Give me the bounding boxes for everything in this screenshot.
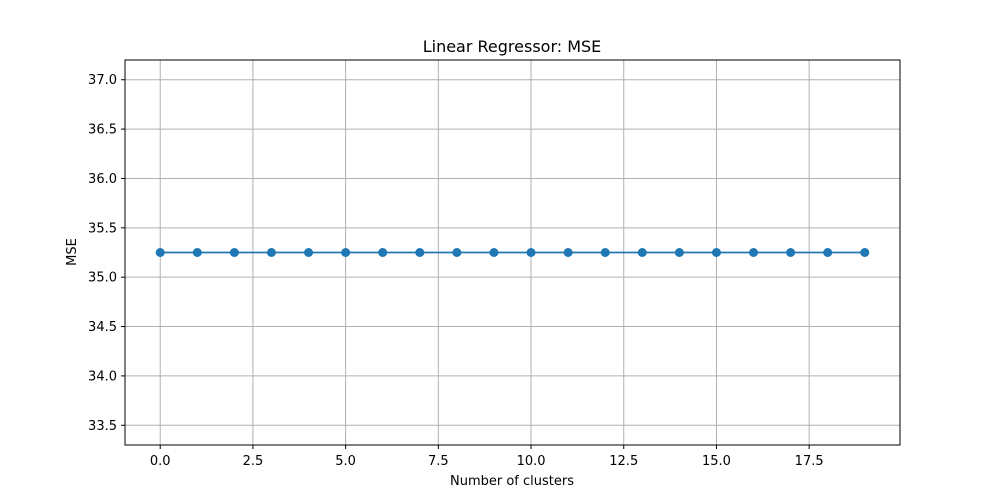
data-point	[600, 248, 610, 257]
x-tick-label: 15.0	[702, 454, 731, 469]
data-point	[192, 248, 202, 257]
data-point	[378, 248, 388, 257]
x-tick-label: 17.5	[795, 454, 824, 469]
data-point	[155, 248, 165, 257]
data-point	[341, 248, 351, 257]
data-point	[266, 248, 276, 257]
y-tick-label: 37.0	[88, 73, 117, 88]
data-point	[749, 248, 759, 257]
data-point	[860, 248, 870, 257]
data-point	[489, 248, 499, 257]
plot-frame	[124, 59, 901, 446]
data-point	[563, 248, 573, 257]
data-point	[304, 248, 314, 257]
y-axis-label: MSE	[65, 238, 80, 266]
series-group	[155, 248, 870, 257]
chart-title: Linear Regressor: MSE	[423, 37, 602, 56]
grid	[125, 60, 900, 445]
axis-ticks: 0.0 2.5 5.0 7.5 10.0 12.5 15.0 17.5 33.5 34.0 34.5…	[88, 73, 824, 469]
data-point	[786, 248, 796, 257]
data-point	[415, 248, 425, 257]
data-point	[637, 248, 647, 257]
x-axis-label: Number of clusters	[450, 474, 574, 489]
x-tick-label: 7.5	[428, 454, 449, 469]
y-tick-label: 36.0	[88, 172, 117, 187]
y-tick-label: 33.5	[88, 419, 117, 434]
data-point	[674, 248, 684, 257]
data-point	[823, 248, 833, 257]
y-tick-label: 35.5	[88, 221, 117, 236]
data-point	[711, 248, 721, 257]
x-tick-label: 5.0	[335, 454, 356, 469]
data-point	[229, 248, 239, 257]
x-tick-label: 2.5	[243, 454, 264, 469]
y-tick-label: 34.0	[88, 369, 117, 384]
y-tick-label: 35.0	[88, 271, 117, 286]
x-tick-label: 0.0	[150, 454, 171, 469]
data-point	[526, 248, 536, 257]
y-tick-label: 36.5	[88, 123, 117, 138]
data-point	[452, 248, 462, 257]
x-tick-label: 12.5	[609, 454, 638, 469]
x-tick-label: 10.0	[517, 454, 546, 469]
y-tick-label: 34.5	[88, 320, 117, 335]
